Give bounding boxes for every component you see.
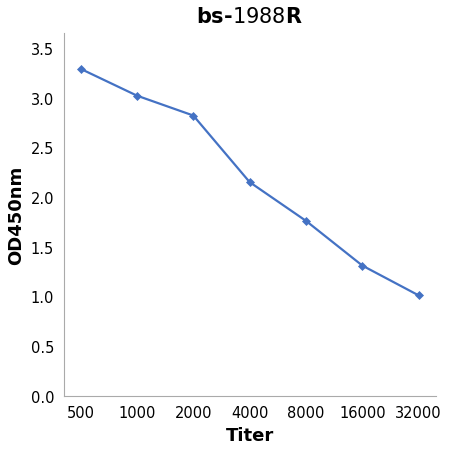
X-axis label: Titer: Titer — [225, 426, 274, 444]
Y-axis label: OD450nm: OD450nm — [7, 166, 25, 264]
Title: bs-$\mathbf{\mathit{1988}}$R: bs-$\mathbf{\mathit{1988}}$R — [196, 7, 303, 27]
